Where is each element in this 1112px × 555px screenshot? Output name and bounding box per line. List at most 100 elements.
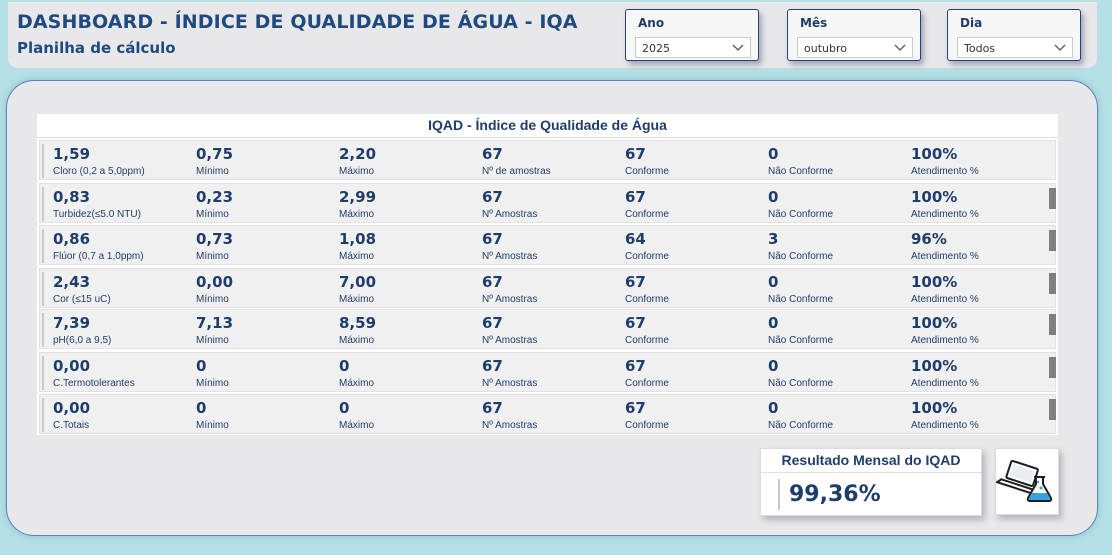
nao-conforme-value: 3: [768, 230, 779, 248]
table-row: 0,00 C.Termotolerantes 0 Mínimo 0 Máximo 67 Nº …: [39, 352, 1056, 392]
filter-mes: Mês outubro: [787, 9, 921, 61]
maximum-value: 8,59: [339, 314, 377, 332]
chevron-down-icon: [732, 44, 744, 51]
nao-conforme-label: Não Conforme: [768, 378, 834, 389]
minimum-cell: 7,13 Mínimo: [196, 310, 334, 350]
page-subtitle: Planilha de cálculo: [17, 39, 176, 57]
row-scrollbar[interactable]: [1049, 230, 1056, 251]
samples-value: 67: [482, 188, 503, 206]
maximum-value: 2,99: [339, 188, 377, 206]
nao-conforme-label: Não Conforme: [768, 251, 834, 262]
conforme-value: 67: [625, 145, 646, 163]
maximum-label: Máximo: [339, 294, 375, 305]
maximum-label: Máximo: [339, 166, 375, 177]
chevron-down-icon: [894, 44, 906, 51]
filter-mes-value: outubro: [804, 42, 847, 55]
row-scrollbar[interactable]: [1049, 399, 1056, 420]
table-row: 0,83 Turbidez(≤5.0 NTU) 0,23 Mínimo 2,99 Máxi…: [39, 183, 1056, 223]
conforme-label: Conforme: [625, 378, 669, 389]
laptop-flask-button[interactable]: [995, 448, 1059, 515]
atendimento-value: 100%: [911, 188, 958, 206]
atendimento-value: 100%: [911, 314, 958, 332]
samples-cell: 67 Nº Amostras: [482, 184, 620, 224]
iqad-table: IQAD - Índice de Qualidade de Água 1,59 C…: [37, 114, 1058, 435]
table-title: IQAD - Índice de Qualidade de Água: [37, 114, 1058, 138]
conforme-value: 67: [625, 273, 646, 291]
parameter-label: Flúor (0,7 a 1,0ppm): [53, 251, 144, 262]
row-scrollbar[interactable]: [1049, 357, 1056, 378]
parameter-cell: 0,00 C.Totais: [53, 395, 191, 435]
filter-dia-dropdown[interactable]: Todos: [957, 37, 1073, 58]
atendimento-cell: 100% Atendimento %: [911, 353, 1049, 393]
conforme-label: Conforme: [625, 209, 669, 220]
samples-label: Nº Amostras: [482, 294, 538, 305]
parameter-cell: 0,83 Turbidez(≤5.0 NTU): [53, 184, 191, 224]
parameter-value: 2,43: [53, 273, 91, 291]
samples-cell: 67 Nº Amostras: [482, 269, 620, 309]
maximum-cell: 2,99 Máximo: [339, 184, 477, 224]
conforme-label: Conforme: [625, 294, 669, 305]
parameter-value: 0,86: [53, 230, 91, 248]
parameter-cell: 2,43 Cor (≤15 uC): [53, 269, 191, 309]
conforme-cell: 67 Conforme: [625, 353, 763, 393]
filter-mes-dropdown[interactable]: outubro: [797, 37, 913, 58]
samples-cell: 67 Nº Amostras: [482, 310, 620, 350]
nao-conforme-label: Não Conforme: [768, 335, 834, 346]
conforme-cell: 67 Conforme: [625, 310, 763, 350]
atendimento-value: 100%: [911, 145, 958, 163]
samples-value: 67: [482, 399, 503, 417]
filter-ano: Ano 2025: [625, 9, 759, 61]
minimum-label: Mínimo: [196, 209, 229, 220]
samples-label: Nº Amostras: [482, 335, 538, 346]
row-scrollbar[interactable]: [1049, 273, 1056, 294]
minimum-cell: 0,00 Mínimo: [196, 269, 334, 309]
row-scrollbar[interactable]: [1049, 188, 1056, 209]
parameter-label: Cor (≤15 uC): [53, 294, 111, 305]
nao-conforme-label: Não Conforme: [768, 166, 834, 177]
atendimento-label: Atendimento %: [911, 420, 979, 431]
table-row: 2,43 Cor (≤15 uC) 0,00 Mínimo 7,00 Máximo 67 Nº…: [39, 268, 1056, 308]
samples-cell: 67 Nº Amostras: [482, 353, 620, 393]
minimum-cell: 0,73 Mínimo: [196, 226, 334, 266]
samples-label: Nº Amostras: [482, 378, 538, 389]
nao-conforme-cell: 0 Não Conforme: [768, 141, 906, 181]
maximum-label: Máximo: [339, 378, 375, 389]
minimum-value: 0,23: [196, 188, 234, 206]
atendimento-value: 100%: [911, 399, 958, 417]
parameter-value: 7,39: [53, 314, 91, 332]
nao-conforme-cell: 0 Não Conforme: [768, 310, 906, 350]
conforme-value: 64: [625, 230, 646, 248]
samples-label: Nº de amostras: [482, 166, 551, 177]
minimum-value: 0: [196, 399, 207, 417]
nao-conforme-value: 0: [768, 145, 779, 163]
conforme-cell: 67 Conforme: [625, 395, 763, 435]
filter-dia: Dia Todos: [947, 9, 1081, 61]
conforme-cell: 64 Conforme: [625, 226, 763, 266]
atendimento-cell: 96% Atendimento %: [911, 226, 1049, 266]
result-accent-bar: [778, 479, 780, 510]
samples-value: 67: [482, 273, 503, 291]
chevron-down-icon: [1054, 44, 1066, 51]
parameter-value: 0,00: [53, 399, 91, 417]
parameter-cell: 0,00 C.Termotolerantes: [53, 353, 191, 393]
row-accent-bar: [42, 272, 44, 306]
parameter-label: C.Totais: [53, 420, 90, 431]
filter-dia-value: Todos: [964, 42, 996, 55]
minimum-cell: 0 Mínimo: [196, 395, 334, 435]
samples-label: Nº Amostras: [482, 251, 538, 262]
filter-ano-dropdown[interactable]: 2025: [635, 37, 751, 58]
parameter-value: 0,83: [53, 188, 91, 206]
maximum-cell: 0 Máximo: [339, 353, 477, 393]
header-bar: DASHBOARD - ÍNDICE DE QUALIDADE DE ÁGUA …: [8, 2, 1097, 68]
monthly-result-value: 99,36%: [789, 482, 881, 507]
samples-label: Nº Amostras: [482, 209, 538, 220]
atendimento-cell: 100% Atendimento %: [911, 141, 1049, 181]
minimum-cell: 0,23 Mínimo: [196, 184, 334, 224]
atendimento-cell: 100% Atendimento %: [911, 269, 1049, 309]
samples-value: 67: [482, 145, 503, 163]
samples-cell: 67 Nº Amostras: [482, 226, 620, 266]
monthly-result-card: Resultado Mensal do IQAD 99,36%: [760, 448, 982, 516]
nao-conforme-label: Não Conforme: [768, 209, 834, 220]
minimum-label: Mínimo: [196, 251, 229, 262]
row-scrollbar[interactable]: [1049, 314, 1056, 335]
